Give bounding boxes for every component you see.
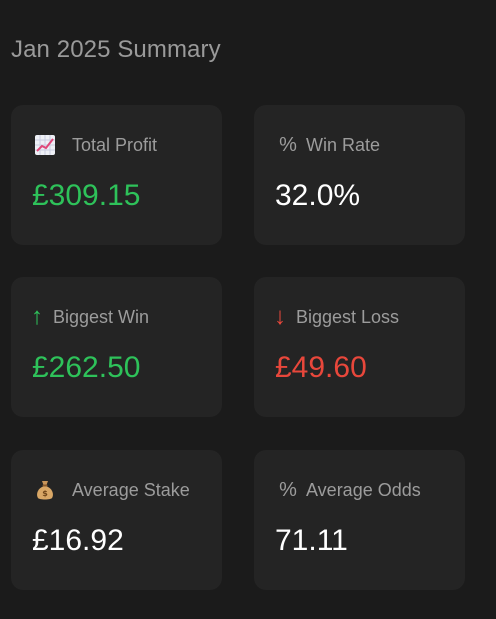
svg-text:$: $ <box>42 489 48 498</box>
biggest-win-card: ↑ Biggest Win £262.50 <box>11 277 222 417</box>
page-title: Jan 2025 Summary <box>11 36 221 63</box>
average-odds-label-row: % Average Odds <box>276 478 421 502</box>
total-profit-label-row: Total Profit <box>33 133 157 157</box>
average-stake-label-row: $ Average Stake <box>33 478 190 502</box>
average-odds-value: 71.11 <box>275 524 348 557</box>
total-profit-label: Total Profit <box>72 134 158 155</box>
win-rate-card: % Win Rate 32.0% <box>254 105 465 245</box>
biggest-win-value: £262.50 <box>32 351 141 384</box>
biggest-loss-label: Biggest Loss <box>296 306 400 327</box>
percent-icon: % <box>279 133 297 156</box>
win-rate-label: Win Rate <box>306 134 381 155</box>
win-rate-value: 32.0% <box>275 179 361 212</box>
biggest-loss-label-row: ↓ Biggest Loss <box>274 303 400 330</box>
average-odds-label: Average Odds <box>306 479 421 500</box>
average-odds-card: % Average Odds 71.11 <box>254 450 465 590</box>
total-profit-card: Total Profit £309.15 <box>11 105 222 245</box>
money-bag-icon: $ <box>33 478 57 502</box>
win-rate-label-row: % Win Rate <box>276 133 380 157</box>
biggest-loss-card: ↓ Biggest Loss £49.60 <box>254 277 465 417</box>
arrow-down-icon: ↓ <box>274 303 286 330</box>
biggest-loss-value: £49.60 <box>275 351 367 384</box>
biggest-win-label-row: ↑ Biggest Win <box>31 303 150 330</box>
average-stake-card: $ Average Stake £16.92 <box>11 450 222 590</box>
chart-increasing-icon <box>33 133 57 157</box>
average-stake-label: Average Stake <box>72 479 190 500</box>
average-stake-value: £16.92 <box>32 524 124 557</box>
biggest-win-label: Biggest Win <box>53 306 150 327</box>
arrow-up-icon: ↑ <box>31 303 43 330</box>
percent-icon: % <box>279 478 297 501</box>
total-profit-value: £309.15 <box>32 179 141 212</box>
